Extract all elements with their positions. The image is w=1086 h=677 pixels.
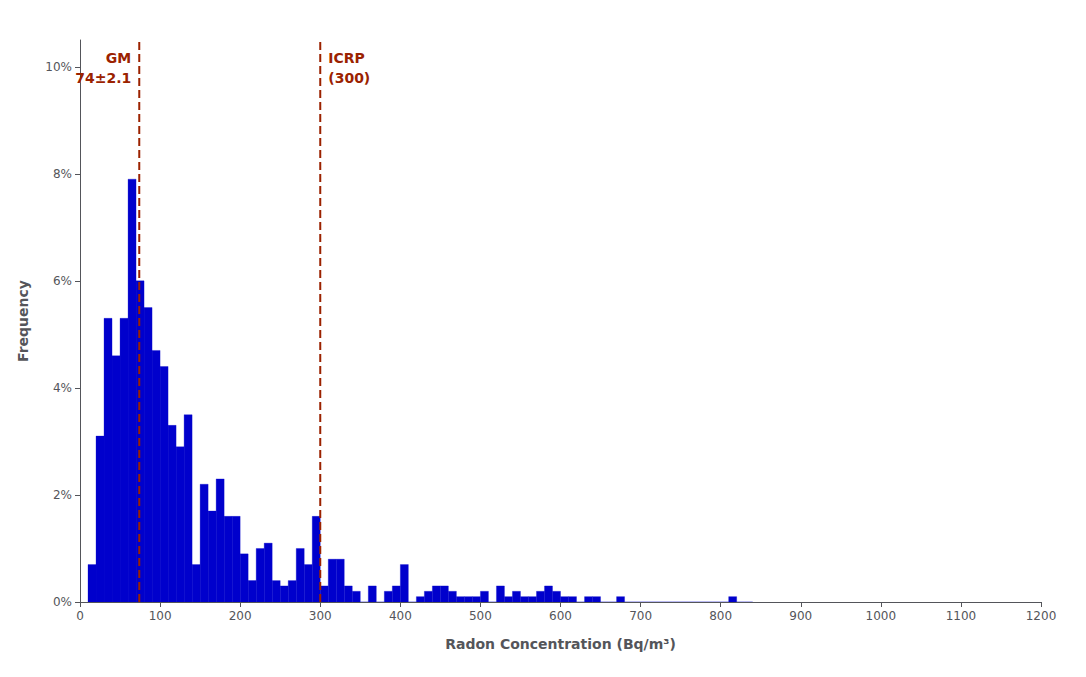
svg-text:8%: 8% [53,167,72,181]
svg-text:700: 700 [629,609,652,623]
svg-text:Radon Concentration (Bq/m³): Radon Concentration (Bq/m³) [445,636,676,652]
svg-text:10%: 10% [45,60,72,74]
svg-text:Frequency: Frequency [15,280,31,362]
svg-text:4%: 4% [53,381,72,395]
svg-text:1000: 1000 [866,609,897,623]
svg-text:2%: 2% [53,488,72,502]
svg-text:74±2.1: 74±2.1 [75,70,131,86]
svg-text:400: 400 [389,609,412,623]
svg-text:0%: 0% [53,595,72,609]
svg-text:600: 600 [549,609,572,623]
svg-text:500: 500 [469,609,492,623]
svg-text:800: 800 [709,609,732,623]
svg-text:1200: 1200 [1026,609,1057,623]
svg-text:ICRP: ICRP [328,50,365,66]
svg-text:GM: GM [106,50,131,66]
svg-text:200: 200 [229,609,252,623]
svg-text:0: 0 [76,609,84,623]
svg-text:6%: 6% [53,274,72,288]
svg-text:1100: 1100 [946,609,977,623]
svg-text:100: 100 [149,609,172,623]
svg-text:900: 900 [789,609,812,623]
svg-text:300: 300 [309,609,332,623]
svg-text:(300): (300) [328,70,370,86]
